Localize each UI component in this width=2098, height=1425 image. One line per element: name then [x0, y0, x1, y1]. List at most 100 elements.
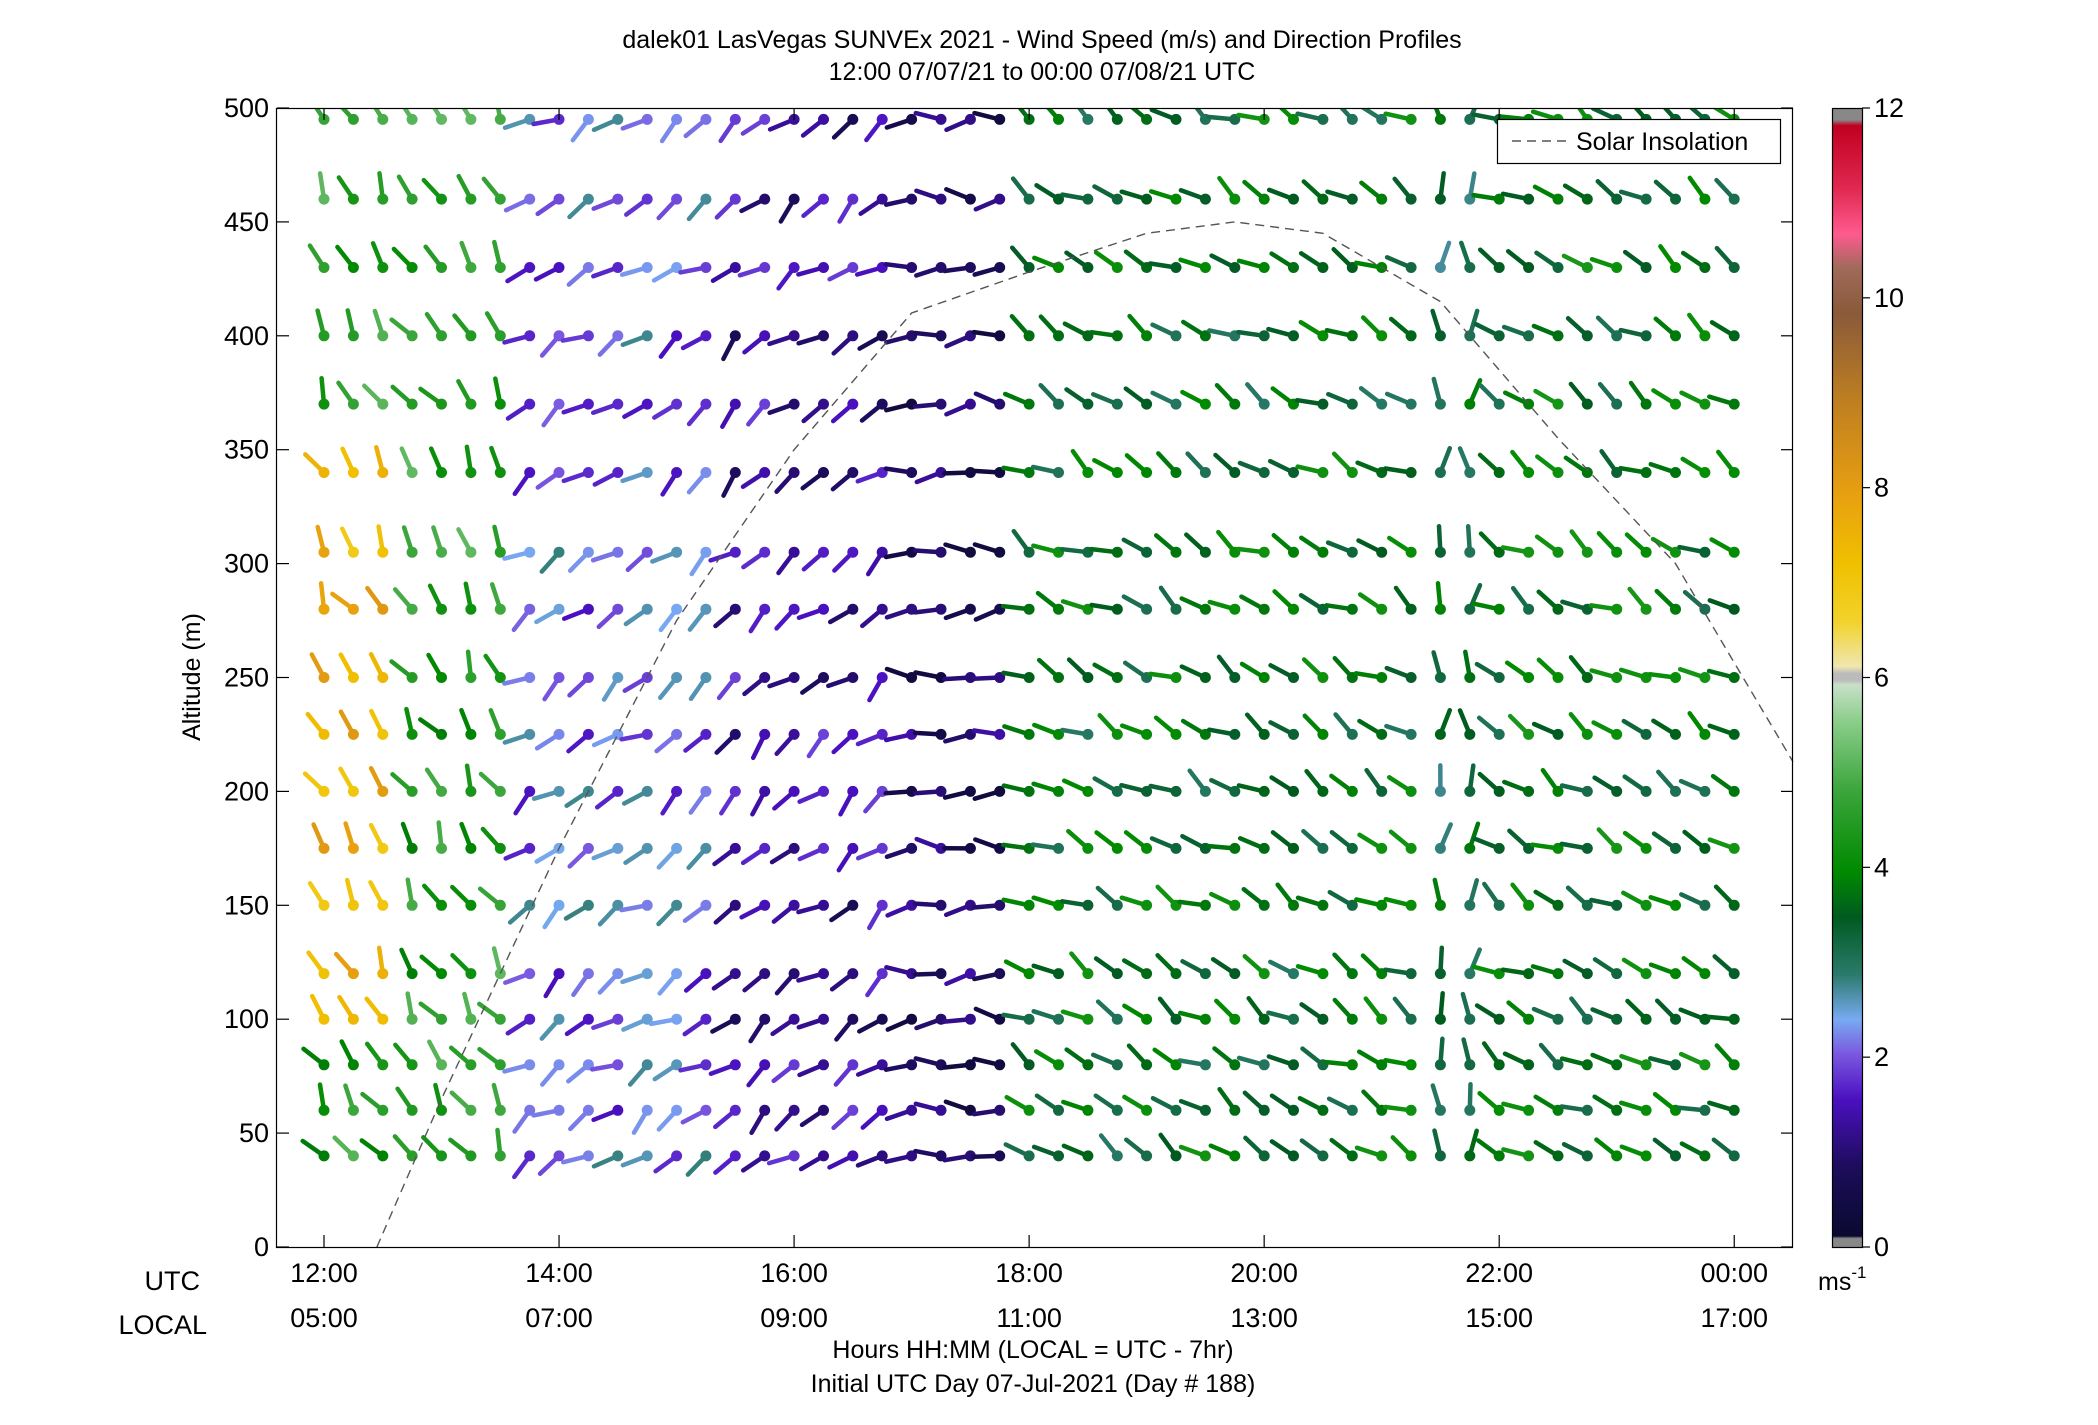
wind-barb-dot [1023, 1150, 1035, 1162]
wind-barb-dot [818, 968, 829, 980]
wind-barb-dot [1728, 899, 1740, 911]
wind-barb-dot [1141, 113, 1153, 125]
wind-barb-dot [524, 1104, 536, 1116]
wind-barb-dot [1023, 968, 1035, 980]
wind-barb-dot [788, 1013, 800, 1025]
wind-barb-dot [994, 899, 1006, 911]
wind-barb-dot [1523, 546, 1535, 558]
wind-barb-dot [1523, 467, 1535, 478]
colorbar-tick-label: 12 [1874, 93, 1904, 123]
wind-barb-dot [1199, 1059, 1211, 1071]
wind-barb-dot [1640, 1013, 1652, 1025]
wind-barb-dot [759, 330, 771, 342]
wind-barb-dot [1346, 467, 1358, 478]
wind-barb-dot [1317, 1013, 1329, 1025]
wind-barbs [300, 108, 1740, 1180]
wind-barb-dot [700, 728, 712, 740]
solar-insolation-curve [376, 221, 1794, 1248]
colorbar-ticks: 0 2 4 6 8 10 12 [1862, 93, 1904, 1262]
wind-barb-dot [1405, 785, 1417, 797]
wind-barb-dot [1053, 1013, 1064, 1025]
wind-barb-dot [671, 1150, 683, 1162]
wind-barb-dot [1728, 672, 1740, 683]
wind-barb-dot [1523, 785, 1535, 797]
wind-barb-dot [582, 330, 594, 342]
wind-barb-dot [906, 113, 918, 125]
wind-barb-dot [436, 1150, 447, 1162]
wind-barb-dot [1082, 113, 1094, 125]
wind-barb-dot [1699, 467, 1711, 478]
wind-barb-dot [1405, 546, 1417, 558]
wind-barb-dot [1670, 262, 1681, 273]
wind-barb-dot [1258, 603, 1270, 615]
wind-barb-dot [318, 467, 330, 478]
wind-barb-dot [1170, 193, 1182, 205]
wind-barb-dot [1199, 603, 1211, 615]
wind-barb-dot [876, 330, 888, 342]
wind-barb-dot [1141, 899, 1153, 911]
wind-barb-dot [759, 546, 771, 558]
wind-barb-dot [1376, 785, 1388, 797]
wind-barb-dot [1258, 193, 1270, 205]
wind-barb-dot [1581, 842, 1593, 854]
wind-barb-dot [1199, 672, 1211, 683]
wind-barb-dot [1170, 603, 1182, 615]
wind-barb-dot [1199, 398, 1211, 410]
wind-barb-dot [1229, 1150, 1241, 1162]
wind-barb-dot [1053, 672, 1064, 683]
wind-barb-dot [1199, 785, 1211, 797]
wind-barb-dot [436, 262, 447, 273]
wind-barb-dot [1405, 899, 1417, 911]
wind-barb-dot [1670, 467, 1681, 478]
wind-barb-dot [406, 968, 418, 980]
chart-title: dalek01 LasVegas SUNVEx 2021 - Wind Spee… [622, 26, 1461, 54]
wind-barb-dot [1258, 467, 1270, 478]
wind-barb-dot [1405, 262, 1417, 273]
wind-barb-dot [1376, 899, 1388, 911]
wind-barb-dot [1288, 785, 1299, 797]
wind-barb-dot [1346, 728, 1358, 740]
wind-barb-dot [1552, 1013, 1564, 1025]
wind-barb-dot [994, 1059, 1006, 1071]
wind-barb-dot [1640, 899, 1652, 911]
wind-barb-dot [935, 842, 947, 854]
wind-barb-dot [1288, 193, 1299, 205]
wind-barb-dot [1346, 193, 1358, 205]
wind-barb-dot [641, 899, 653, 911]
wind-barb-dot [847, 546, 859, 558]
wind-barb-dot [494, 785, 506, 797]
wind-barb-dot [582, 193, 594, 205]
wind-barb-dot [1493, 330, 1505, 342]
wind-barb-dot [1170, 1013, 1182, 1025]
wind-barb-dot [1640, 262, 1652, 273]
wind-barb-dot [935, 113, 947, 125]
wind-barb-dot [700, 842, 712, 854]
wind-barb-dot [347, 1150, 359, 1162]
wind-barb-dot [1699, 899, 1711, 911]
wind-barb-dot [1023, 262, 1035, 273]
wind-barb-dot [700, 1104, 712, 1116]
wind-barb-dot [347, 1104, 359, 1116]
wind-barb-dot [1464, 603, 1476, 615]
wind-barb-dot [436, 1104, 447, 1116]
wind-barb-dot [641, 330, 653, 342]
wind-barb-dot [1288, 546, 1299, 558]
wind-barb-dot [582, 842, 594, 854]
wind-barb-dot [1023, 603, 1035, 615]
wind-barb-dot [1288, 467, 1299, 478]
wind-barb-dot [612, 672, 624, 683]
wind-barb-dot [906, 1150, 918, 1162]
wind-barb-dot [876, 1104, 888, 1116]
wind-barb-dot [847, 467, 859, 478]
wind-barb-dot [994, 1150, 1006, 1162]
wind-barb-dot [553, 1104, 565, 1116]
wind-barb-dot [1082, 1059, 1094, 1071]
wind-barb-dot [318, 968, 330, 980]
wind-barb-dot [1082, 193, 1094, 205]
wind-barb-dot [1288, 842, 1299, 854]
wind-barb-dot [1405, 1150, 1417, 1162]
wind-barb-dot [465, 899, 477, 911]
wind-barb-dot [1640, 968, 1652, 980]
wind-barb-dot [465, 842, 477, 854]
wind-barb-dot [759, 899, 771, 911]
